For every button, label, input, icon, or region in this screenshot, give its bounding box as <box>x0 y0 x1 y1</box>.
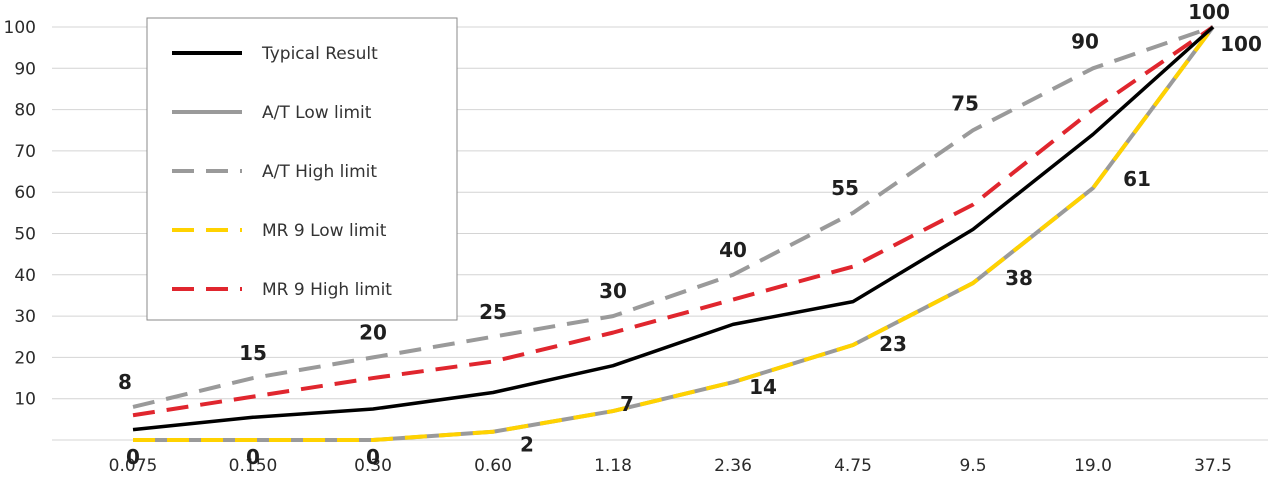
x-tick-label: 19.0 <box>1074 456 1112 476</box>
data-label: 25 <box>479 300 507 324</box>
y-tick-label: 20 <box>14 348 36 368</box>
x-tick-label: 4.75 <box>834 456 872 476</box>
y-tick-label: 50 <box>14 225 36 245</box>
legend-label: MR 9 Low limit <box>262 221 387 241</box>
series-line-mr-9-low-limit <box>133 25 1215 442</box>
y-tick-label: 40 <box>14 266 36 286</box>
x-tick-label: 0.075 <box>109 456 158 476</box>
y-tick-label: 80 <box>14 101 36 121</box>
x-tick-label: 37.5 <box>1194 456 1232 476</box>
data-label: 100 <box>1220 32 1262 56</box>
series-line-typical-result <box>132 25 1215 432</box>
data-label: 0 <box>366 445 380 469</box>
x-tick-label: 9.5 <box>959 456 986 476</box>
data-label: 20 <box>359 320 387 344</box>
x-tick-label: 0.60 <box>474 456 512 476</box>
data-label: 30 <box>599 279 627 303</box>
data-label: 75 <box>951 91 979 115</box>
data-label: 0 <box>126 445 140 469</box>
y-tick-label: 60 <box>14 183 36 203</box>
x-tick-label: 2.36 <box>714 456 752 476</box>
data-label: 0 <box>246 445 260 469</box>
legend-label: Typical Result <box>261 44 378 64</box>
data-label: 90 <box>1071 29 1099 53</box>
data-label: 15 <box>239 341 267 365</box>
data-label: 55 <box>831 176 859 200</box>
legend-box <box>146 17 458 321</box>
data-label: 100 <box>1188 0 1230 24</box>
y-tick-label: 30 <box>14 307 36 327</box>
series-lines <box>132 25 1215 442</box>
x-tick-label: 1.18 <box>594 456 632 476</box>
y-tick-label: 100 <box>4 18 36 38</box>
series-line-mr-9-high-limit <box>132 25 1215 418</box>
legend-label: MR 9 High limit <box>262 280 392 300</box>
data-label: 7 <box>620 392 634 416</box>
legend: Typical Result A/T Low limit A/T High limi… <box>146 17 458 321</box>
legend-label: A/T High limit <box>262 162 377 182</box>
y-tick-label: 90 <box>14 59 36 79</box>
y-tick-label: 70 <box>14 142 36 162</box>
data-labels: 8 15 20 25 30 40 55 75 90 100 0 0 0 2 7 14 23 38 61 100 <box>118 0 1262 469</box>
data-label: 2 <box>520 433 534 457</box>
data-label: 38 <box>1005 266 1033 290</box>
data-label: 23 <box>879 332 907 356</box>
x-tick-label: 0.150 <box>229 456 278 476</box>
x-tick-label: 0.30 <box>354 456 392 476</box>
data-label: 61 <box>1123 167 1151 191</box>
x-axis-ticks: 0.075 0.150 0.30 0.60 1.18 2.36 4.75 9.5 19.0 37.… <box>109 456 1232 476</box>
data-label: 8 <box>118 370 132 394</box>
y-axis-ticks: 10 20 30 40 50 60 70 80 90 100 <box>4 18 36 410</box>
legend-label: A/T Low limit <box>262 103 372 123</box>
y-tick-label: 10 <box>14 390 36 410</box>
data-label: 14 <box>749 375 777 399</box>
series-line-a-t-high-limit <box>132 25 1214 409</box>
data-label: 40 <box>719 238 747 262</box>
